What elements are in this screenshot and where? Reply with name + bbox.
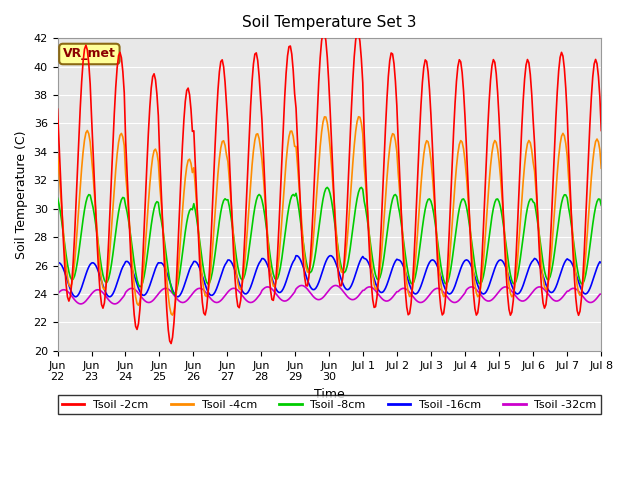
Legend: Tsoil -2cm, Tsoil -4cm, Tsoil -8cm, Tsoil -16cm, Tsoil -32cm: Tsoil -2cm, Tsoil -4cm, Tsoil -8cm, Tsoi…: [58, 395, 601, 414]
Y-axis label: Soil Temperature (C): Soil Temperature (C): [15, 130, 28, 259]
Title: Soil Temperature Set 3: Soil Temperature Set 3: [242, 15, 417, 30]
Text: VR_met: VR_met: [63, 48, 116, 60]
X-axis label: Time: Time: [314, 388, 345, 401]
